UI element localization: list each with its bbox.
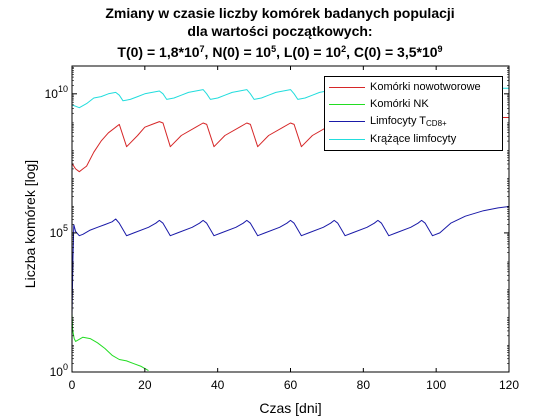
param-c-exp: 9: [437, 44, 443, 54]
param-t-exp: 7: [199, 44, 205, 54]
x-axis-label: Czas [dni]: [259, 400, 322, 416]
legend-item-nk: Komórki NK: [325, 97, 502, 113]
series-line-2: [72, 206, 509, 317]
param-n: N(0) = 10: [212, 44, 272, 60]
y-axis-label: Liczba komórek [log]: [22, 159, 38, 289]
x-tick-label: 0: [69, 378, 76, 392]
legend-item-circulating: Krążące limfocyty: [325, 132, 502, 148]
param-n-exp: 5: [271, 44, 277, 54]
chart-title-line-2: dla wartości początkowych:: [187, 23, 373, 39]
legend-label-nk: Komórki NK: [370, 98, 429, 110]
legend-swatch-circulating: [329, 139, 365, 140]
param-l: L(0) = 10: [283, 44, 342, 60]
chart-title-params: T(0) = 1,8*107, N(0) = 105, L(0) = 102, …: [117, 44, 443, 60]
legend-swatch-cd8: [329, 121, 365, 122]
param-c: C(0) = 3,5*10: [353, 44, 438, 60]
legend-label-cd8: Limfocyty TCD8+: [370, 115, 447, 128]
x-tick-label: 80: [357, 378, 371, 392]
x-tick-label: 100: [426, 378, 446, 392]
param-t: T(0) = 1,8*10: [117, 44, 200, 60]
legend-swatch-tumor: [329, 87, 365, 88]
legend-item-tumor: Komórki nowotworowe: [325, 80, 502, 96]
legend-label-cd8-sub: CD8+: [426, 119, 447, 128]
x-tick-label: 120: [499, 378, 519, 392]
x-tick-label: 60: [284, 378, 298, 392]
param-l-exp: 2: [341, 44, 347, 54]
y-tick-label: 1010: [45, 84, 68, 101]
legend-label-circulating: Krążące limfocyty: [370, 133, 457, 145]
y-tick-label: 100: [50, 362, 68, 379]
legend: Komórki nowotworowe Komórki NK Limfocyty…: [324, 76, 503, 151]
x-tick-label: 40: [211, 378, 225, 392]
series-line-1: [72, 313, 149, 372]
legend-label-tumor: Komórki nowotworowe: [370, 81, 481, 93]
x-tick-label: 20: [138, 378, 152, 392]
y-tick-label: 105: [50, 223, 68, 240]
legend-label-cd8-name: Limfocyty T: [370, 115, 427, 127]
legend-item-cd8: Limfocyty TCD8+: [325, 114, 502, 130]
legend-swatch-nk: [329, 104, 365, 105]
chart-title-line-1: Zmiany w czasie liczby komórek badanych …: [105, 5, 455, 21]
